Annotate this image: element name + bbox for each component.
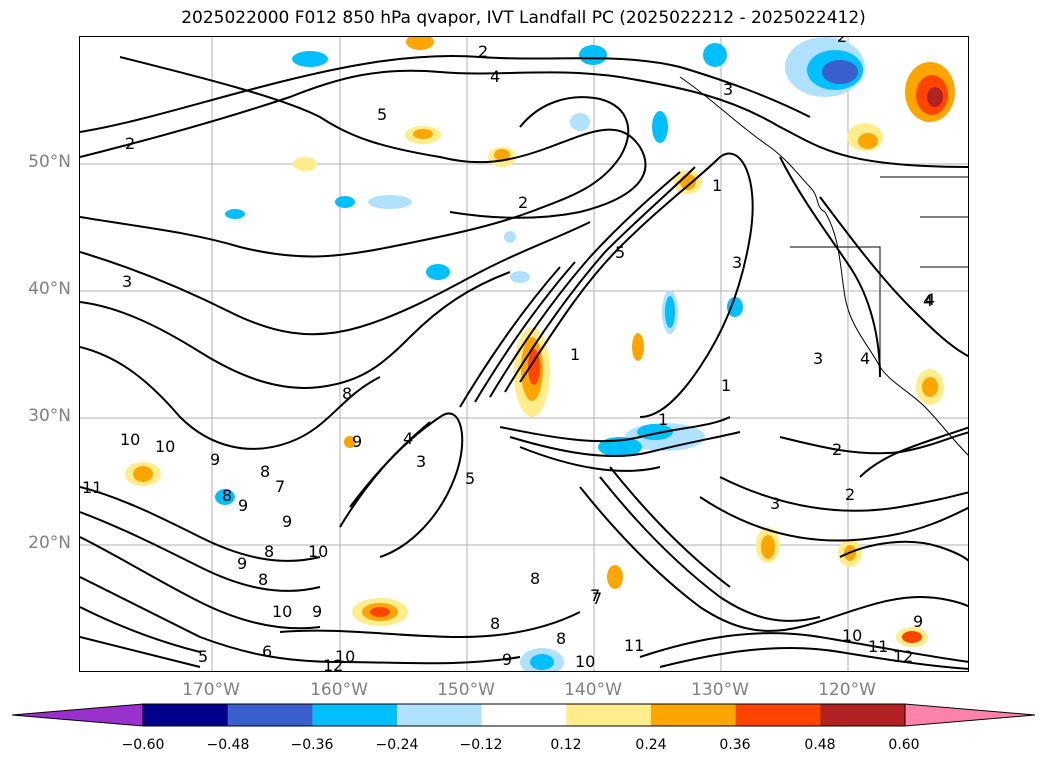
contour-label: 8 xyxy=(264,542,274,561)
contour-label: 12 xyxy=(893,647,913,666)
contour-label: 2 xyxy=(832,440,842,459)
contour-label: 5 xyxy=(198,647,208,666)
contour-label: 9 xyxy=(913,612,923,631)
lon-label-140w: 140°W xyxy=(564,680,622,700)
colorbar-segment xyxy=(312,704,398,726)
contour-label: 4 xyxy=(860,349,870,368)
contour-label: 5 xyxy=(615,243,625,262)
graticule xyxy=(80,37,968,671)
colorbar-segment xyxy=(820,704,906,726)
contour-label: 11 xyxy=(624,636,644,655)
lon-label-130w: 130°W xyxy=(691,680,749,700)
contour-label: 12 xyxy=(323,656,343,672)
colorbar-segment xyxy=(735,704,821,726)
contour-label: 9 xyxy=(352,432,362,451)
anomaly-patches xyxy=(125,37,955,671)
contour-label: 3 xyxy=(416,452,426,471)
colorbar-tick: −0.24 xyxy=(375,737,419,753)
contour-label: 10 xyxy=(308,542,328,561)
colorbar-tick: 0.60 xyxy=(888,737,920,753)
colorbar-segment xyxy=(566,704,652,726)
contour-label: 3 xyxy=(723,80,733,99)
lat-label-20n: 20°N xyxy=(28,533,71,553)
colorbar-segment xyxy=(651,704,737,726)
contour-label: 2 xyxy=(125,134,135,153)
colorbar-tick: 0.36 xyxy=(719,737,751,753)
lon-label-160w: 160°W xyxy=(310,680,368,700)
contour-label: 9 xyxy=(282,512,292,531)
contour-label: 3 xyxy=(813,349,823,368)
contour-label: 4 xyxy=(403,429,413,448)
contour-label: 8 xyxy=(490,614,500,633)
colorbar-segment xyxy=(143,704,229,726)
colorbar-extend-min xyxy=(11,703,144,727)
map-panel: 2 4 5 2 3 2 2 3 3 4 1 5 8 1 3 4 9 4 3 5 … xyxy=(79,36,969,672)
contour-label: 7 xyxy=(590,586,600,605)
contour-label: 3 xyxy=(770,494,780,513)
contour-label: 2 xyxy=(845,485,855,504)
lon-label-120w: 120°W xyxy=(818,680,876,700)
lon-label-170w: 170°W xyxy=(182,680,240,700)
contour-label: 10 xyxy=(272,602,292,621)
contour-label: 9 xyxy=(210,450,220,469)
contour-label: 7 xyxy=(592,589,602,608)
contour-label: 1 xyxy=(712,176,722,195)
colorbar-extend-max xyxy=(904,703,1036,727)
contour-label: 9 xyxy=(238,496,248,515)
contour-label: 9 xyxy=(502,650,512,669)
colorbar-tick: −0.48 xyxy=(206,737,250,753)
contour-label: 9 xyxy=(312,602,322,621)
contour-label: 4 xyxy=(490,67,500,86)
contour-label: 2 xyxy=(837,37,847,46)
contour-label: 3 xyxy=(122,272,132,291)
colorbar-tick: 0.48 xyxy=(804,737,836,753)
contour-label: 8 xyxy=(342,384,352,403)
contour-label: 2 xyxy=(518,193,528,212)
contour-label: 10 xyxy=(155,437,175,456)
colorbar xyxy=(11,703,1036,727)
contour-label: 2 xyxy=(478,42,488,61)
contour-label: 9 xyxy=(237,554,247,573)
colorbar-tick: −0.36 xyxy=(290,737,334,753)
lat-label-50n: 50°N xyxy=(28,152,71,172)
contour-label: 8 xyxy=(258,570,268,589)
contour-label: 8 xyxy=(260,462,270,481)
qvapor-contours xyxy=(80,55,968,670)
contour-label: 4 xyxy=(923,291,933,310)
colorbar-segment xyxy=(397,704,483,726)
contour-label: 10 xyxy=(842,626,862,645)
colorbar-tick: 0.24 xyxy=(635,737,667,753)
lon-label-150w: 150°W xyxy=(437,680,495,700)
contour-label: 10 xyxy=(120,430,140,449)
map-title: 2025022000 F012 850 hPa qvapor, IVT Land… xyxy=(181,8,866,28)
contour-label: 11 xyxy=(868,637,888,656)
map-plot: 2 4 5 2 3 2 2 3 3 4 1 5 8 1 3 4 9 4 3 5 … xyxy=(80,37,968,672)
contour-label: 11 xyxy=(82,478,102,497)
contour-label: 1 xyxy=(658,410,668,429)
colorbar-tick: −0.12 xyxy=(459,737,503,753)
coastline xyxy=(679,76,968,456)
contour-label: 3 xyxy=(732,253,742,272)
contour-label: 10 xyxy=(575,652,595,671)
contour-label: 1 xyxy=(721,376,731,395)
contour-label: 5 xyxy=(377,105,387,124)
contour-label: 10 xyxy=(335,647,355,666)
contour-labels: 2 4 5 2 3 2 2 3 3 4 1 5 8 1 3 4 9 4 3 5 … xyxy=(82,37,935,672)
lat-label-40n: 40°N xyxy=(28,279,71,299)
contour-label: 7 xyxy=(275,477,285,496)
colorbar-segment xyxy=(481,704,567,726)
contour-label: 5 xyxy=(465,469,475,488)
contour-label: 1 xyxy=(570,345,580,364)
colorbar-tick: −0.60 xyxy=(121,737,165,753)
lat-label-30n: 30°N xyxy=(28,406,71,426)
colorbar-segments xyxy=(11,703,1036,727)
colorbar-segment xyxy=(227,704,313,726)
contour-label: 8 xyxy=(222,486,232,505)
colorbar-tick: 0.12 xyxy=(550,737,582,753)
contour-label: 8 xyxy=(530,569,540,588)
contour-label: 6 xyxy=(262,642,272,661)
contour-label: 8 xyxy=(556,629,566,648)
contour-label: 4 xyxy=(925,290,935,309)
